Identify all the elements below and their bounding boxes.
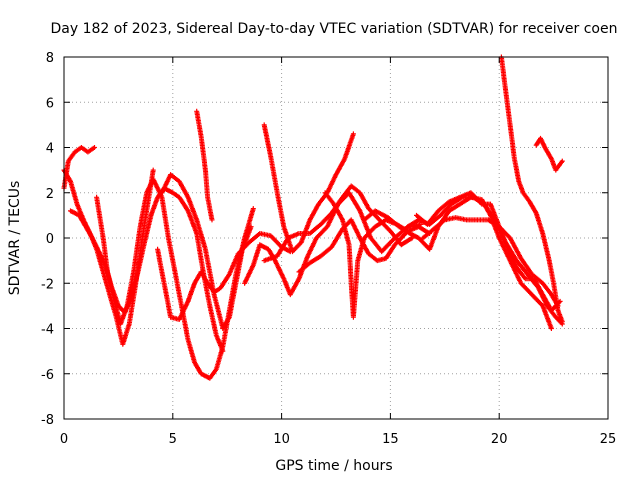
x-tick-label: 20 <box>491 432 508 447</box>
y-axis-ticks: -8 -6 -4 -2 0 2 4 6 8 <box>41 51 608 428</box>
y-tick-label: 6 <box>46 96 54 111</box>
series-markers <box>61 145 97 191</box>
series-markers <box>296 217 409 275</box>
y-tick-label: 0 <box>46 232 54 247</box>
x-tick-label: 10 <box>273 432 290 447</box>
x-tick-label: 5 <box>169 432 177 447</box>
series-trace-9 <box>242 190 424 298</box>
y-tick-label: 8 <box>46 51 54 66</box>
series-markers <box>261 122 356 255</box>
series-trace-8 <box>261 122 356 255</box>
series-trace-1 <box>61 145 97 191</box>
y-tick-label: -6 <box>41 368 54 383</box>
series-markers <box>194 108 215 223</box>
y-axis-label: SDTVAR / TECUs <box>7 181 23 296</box>
x-tick-label: 0 <box>60 432 68 447</box>
series-trace-7 <box>194 108 215 223</box>
series-markers <box>159 172 254 331</box>
series-trace-18 <box>533 135 565 173</box>
y-tick-label: 4 <box>46 142 54 157</box>
y-tick-label: -8 <box>41 413 54 428</box>
y-tick-label: -2 <box>41 277 54 292</box>
series-trace-6 <box>159 172 254 331</box>
x-tick-label: 15 <box>382 432 399 447</box>
chart-title: Day 182 of 2023, Sidereal Day-to-day VTE… <box>51 21 618 37</box>
series-trace-16 <box>414 190 563 313</box>
data-traces <box>61 54 565 381</box>
series-markers <box>242 190 424 298</box>
y-tick-label: 2 <box>46 187 54 202</box>
series-markers <box>94 176 256 381</box>
y-tick-label: -4 <box>41 323 54 338</box>
x-axis-ticks: 0 5 10 15 20 25 <box>60 57 616 447</box>
x-axis-label: GPS time / hours <box>275 458 392 474</box>
series-markers <box>533 135 565 173</box>
series-trace-11 <box>296 217 409 275</box>
x-tick-label: 25 <box>600 432 617 447</box>
series-trace-4 <box>94 176 256 381</box>
series-markers <box>414 190 563 313</box>
